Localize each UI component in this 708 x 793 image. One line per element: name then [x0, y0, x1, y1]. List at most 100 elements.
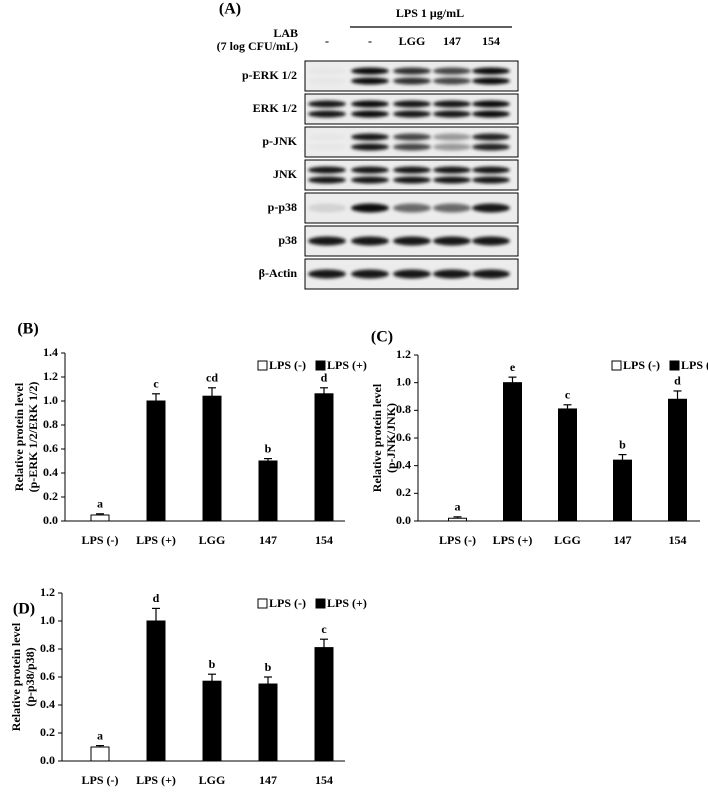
bar — [448, 517, 467, 522]
x-tick-label: LPS (+) — [136, 773, 176, 787]
bar — [90, 746, 110, 762]
error-bar — [208, 387, 216, 397]
y-tick-label: 1.4 — [43, 345, 58, 359]
lane-label: 147 — [443, 34, 461, 48]
blot-band — [433, 269, 471, 279]
blot-band — [472, 77, 510, 85]
significance-letter: b — [209, 657, 216, 671]
y-tick-label: 1.2 — [43, 369, 58, 383]
blot-band — [433, 143, 471, 151]
significance-letter: c — [321, 622, 327, 636]
blot-band — [351, 67, 389, 75]
y-tick-label: 0.2 — [396, 485, 411, 499]
y-axis-label: Relative protein level — [370, 383, 384, 492]
blot-band — [351, 77, 389, 85]
row-header: (7 log CFU/mL) — [217, 39, 298, 53]
error-bar — [96, 744, 104, 747]
blot-box — [304, 159, 519, 191]
blot-band — [393, 166, 431, 174]
legend-label: LPS (-) — [269, 358, 306, 372]
x-tick-label: 147 — [259, 533, 277, 547]
bar — [258, 683, 278, 762]
y-tick-label: 0.2 — [43, 489, 58, 503]
error-bar — [508, 376, 517, 383]
panel-label: (A) — [219, 1, 241, 18]
error-bar — [618, 454, 627, 461]
blot-band — [393, 236, 431, 246]
legend-swatch — [315, 598, 326, 609]
blot-band — [393, 133, 431, 141]
y-axis-label: (p-p38/p38) — [23, 647, 37, 706]
bar — [258, 460, 278, 522]
blot-band — [308, 269, 346, 279]
blot-band — [308, 176, 346, 184]
panel-label: (C) — [371, 329, 393, 346]
y-tick-label: 0.8 — [396, 402, 411, 416]
y-tick-label: 0.0 — [43, 513, 58, 527]
blot-band — [433, 236, 471, 246]
blot-band — [472, 203, 510, 213]
error-bar — [152, 607, 160, 621]
blot-band — [472, 133, 510, 141]
blot-band — [393, 143, 431, 151]
blot-band — [308, 203, 346, 213]
x-tick-label: LPS (+) — [136, 533, 176, 547]
significance-letter: d — [153, 591, 160, 605]
legend-swatch — [611, 360, 622, 371]
x-tick-label: 147 — [259, 773, 277, 787]
bar — [90, 514, 110, 522]
y-tick-label: 1.0 — [396, 374, 411, 388]
blot-band — [351, 236, 389, 246]
blot-band — [433, 110, 471, 118]
lane-label: - — [368, 34, 372, 48]
y-tick-label: 1.0 — [40, 613, 55, 627]
blot-band — [433, 166, 471, 174]
blot-band — [433, 203, 471, 213]
error-bar — [320, 387, 328, 394]
blot-band — [433, 176, 471, 184]
blot-band — [472, 176, 510, 184]
error-bar — [673, 390, 682, 400]
blot-band — [472, 143, 510, 151]
blot-band — [393, 100, 431, 108]
panel-label: (D) — [13, 601, 35, 618]
blot-band — [472, 110, 510, 118]
y-tick-label: 0.4 — [43, 465, 58, 479]
y-tick-label: 1.2 — [40, 585, 55, 599]
panel-label: (B) — [17, 321, 38, 338]
y-tick-label: 0.0 — [396, 513, 411, 527]
legend-swatch — [257, 598, 268, 609]
significance-letter: a — [455, 500, 461, 514]
row-label: p-p38 — [268, 200, 297, 214]
x-tick-label: 154 — [315, 533, 333, 547]
blot-box — [304, 60, 519, 92]
significance-letter: a — [97, 728, 103, 742]
x-tick-label: LPS (-) — [82, 533, 119, 547]
legend-label: LPS (-) — [269, 596, 306, 610]
bar — [558, 408, 577, 522]
blot-band — [393, 203, 431, 213]
row-header: LAB — [273, 26, 298, 40]
blot-band — [433, 133, 471, 141]
x-tick-label: LPS (+) — [493, 533, 533, 547]
blot-band — [351, 176, 389, 184]
significance-letter: b — [619, 437, 626, 451]
significance-letter: b — [265, 441, 272, 455]
blot-band — [393, 110, 431, 118]
error-bar — [152, 393, 160, 401]
blot-band — [393, 269, 431, 279]
error-bar — [96, 513, 104, 515]
bar — [146, 400, 166, 522]
bar — [314, 647, 334, 762]
blot-box — [304, 126, 519, 158]
blot-band — [351, 166, 389, 174]
error-bar — [563, 404, 572, 409]
row-label: β-Actin — [259, 266, 298, 280]
blot-band — [351, 269, 389, 279]
blot-band — [308, 78, 346, 85]
blot-box — [304, 93, 519, 125]
row-label: JNK — [273, 167, 298, 181]
y-tick-label: 1.2 — [396, 347, 411, 361]
bar — [202, 680, 222, 762]
